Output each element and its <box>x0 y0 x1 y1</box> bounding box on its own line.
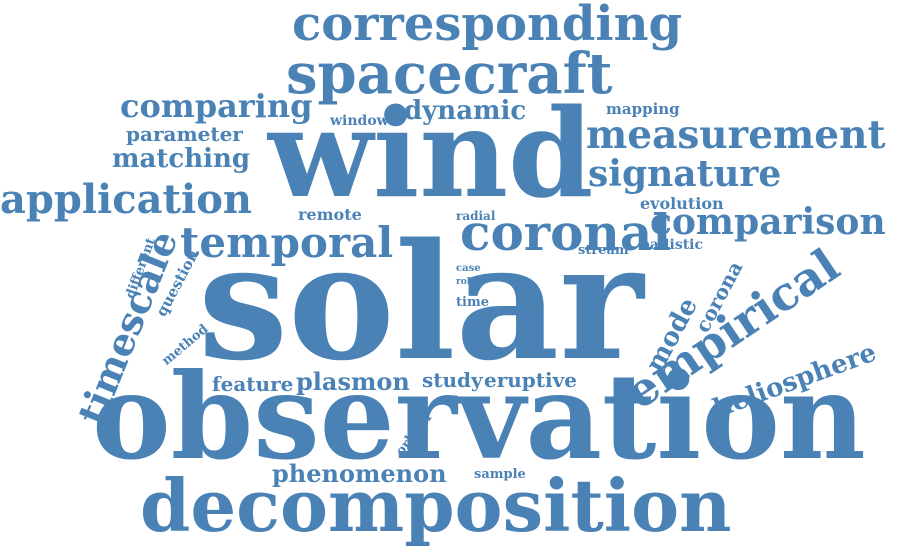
word-corresponding: corresponding <box>292 0 683 52</box>
word-remote: remote <box>298 205 362 224</box>
word-temporal: temporal <box>180 218 394 267</box>
word-window: window <box>330 113 389 129</box>
word-signature: signature <box>588 153 782 195</box>
word-coronal: coronal <box>460 203 672 262</box>
word-comparison: comparison <box>650 201 886 243</box>
word-feature: feature <box>212 372 294 396</box>
word-application: application <box>0 176 252 223</box>
word-time: time <box>456 295 489 310</box>
word-matching: matching <box>112 144 251 174</box>
word-role: role <box>456 277 476 287</box>
word-solar: solar <box>198 208 644 396</box>
word-parameter: parameter <box>126 122 243 146</box>
word-observation: observation <box>92 347 866 486</box>
word-comparing: comparing <box>120 87 313 125</box>
word-spacecraft: spacecraft <box>286 41 613 107</box>
word-sample: sample <box>474 467 526 482</box>
word-plasmon: plasmon <box>296 367 410 396</box>
word-radial: radial <box>456 209 496 223</box>
word-phenomenon: phenomenon <box>272 459 447 488</box>
word-stream: stream <box>578 243 629 258</box>
word-evolution: evolution <box>640 194 724 213</box>
word-case: case <box>456 263 481 274</box>
word-wind: wind <box>268 81 594 225</box>
word-dynamic: dynamic <box>404 96 527 126</box>
word-study: study <box>422 368 483 392</box>
word-ballistic: ballistic <box>640 237 704 253</box>
word-decomposition: decomposition <box>140 463 732 548</box>
word-measurement: measurement <box>586 112 886 158</box>
word-eruptive: eruptive <box>484 368 577 392</box>
word-mapping: mapping <box>606 100 680 118</box>
